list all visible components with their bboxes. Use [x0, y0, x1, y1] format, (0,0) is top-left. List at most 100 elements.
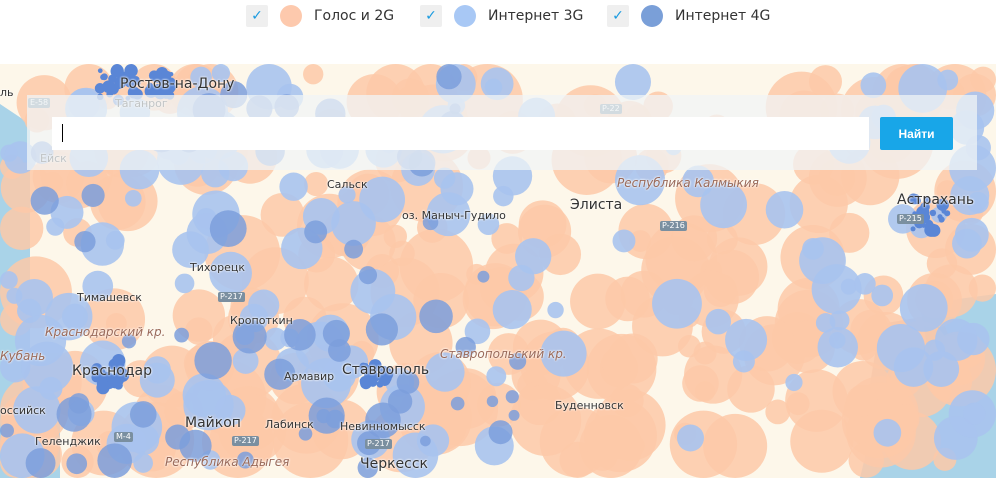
4g-city-coverage	[115, 82, 122, 90]
3g-coverage-blob	[963, 402, 986, 425]
4g-city-coverage	[364, 377, 370, 383]
3g-coverage-blob	[301, 358, 352, 409]
4g-city-coverage	[96, 378, 106, 389]
3g-coverage-blob	[464, 318, 491, 345]
4g-coverage-blob	[344, 239, 364, 259]
3g-coverage-blob	[124, 190, 142, 207]
4g-coverage-blob	[477, 270, 490, 283]
3g-coverage-blob	[477, 213, 500, 236]
3g-coverage-blob	[21, 341, 74, 394]
3g-coverage-blob	[484, 78, 503, 96]
search-input[interactable]	[52, 117, 869, 150]
4g-coverage-blob	[325, 409, 345, 429]
4g-coverage-blob	[357, 457, 379, 478]
4g-city-coverage	[127, 76, 135, 84]
4g-coverage-blob	[30, 186, 59, 215]
3g-coverage-blob	[338, 186, 356, 204]
3g-coverage-blob	[817, 326, 858, 368]
voice-coverage-blob	[303, 64, 324, 85]
voice-coverage-blob	[765, 399, 791, 425]
voice-coverage-blob	[0, 206, 44, 251]
4g-city-coverage	[97, 68, 103, 74]
checkbox-voice-2g[interactable]: ✓	[246, 5, 268, 27]
map-place-label: Тихорецк	[190, 261, 245, 274]
4g-city-coverage	[160, 86, 170, 96]
3g-coverage-blob	[105, 230, 125, 250]
checkbox-internet-3g[interactable]: ✓	[420, 5, 442, 27]
road-sign: P-217	[365, 439, 392, 449]
3g-coverage-blob	[871, 284, 894, 307]
voice-coverage-blob	[684, 345, 743, 404]
voice-coverage-blob	[809, 65, 842, 99]
4g-coverage-blob	[0, 423, 14, 438]
map-place-label: Республика Адыгея	[165, 455, 290, 469]
voice-coverage-blob	[678, 334, 701, 358]
map-place-label: Краснодар	[72, 363, 152, 379]
3g-coverage-blob	[815, 313, 836, 333]
3g-coverage-blob	[248, 289, 280, 321]
4g-coverage-blob	[365, 402, 401, 439]
voice-coverage-blob	[848, 442, 885, 478]
4g-city-coverage	[378, 378, 384, 384]
4g-city-coverage	[136, 80, 141, 86]
3g-coverage-blob	[209, 251, 252, 295]
4g-coverage-blob	[422, 214, 439, 231]
4g-coverage-blob	[81, 183, 105, 208]
3g-coverage-blob	[0, 271, 18, 289]
3g-coverage-blob	[547, 301, 564, 319]
3g-coverage-blob	[39, 376, 63, 400]
road-sign: P-216	[660, 221, 687, 231]
legend-internet-3g[interactable]: ✓ Интернет 3G	[420, 4, 583, 28]
map-place-label: Невинномысск	[340, 420, 426, 433]
3g-coverage-blob	[682, 165, 714, 198]
map-place-label: Ставропольский кр.	[440, 347, 567, 361]
4g-coverage-blob	[304, 220, 328, 244]
search-button[interactable]: Найти	[880, 117, 953, 150]
4g-coverage-blob	[488, 420, 513, 445]
3g-coverage-blob	[264, 327, 287, 351]
3g-coverage-blob	[61, 303, 88, 330]
road-sign: P-217	[218, 292, 245, 302]
3g-coverage-blob	[677, 424, 704, 452]
4g-coverage-blob	[455, 336, 476, 358]
legend-internet-4g[interactable]: ✓ Интернет 4G	[607, 4, 770, 28]
4g-coverage-blob	[194, 341, 232, 380]
map-place-label: Майкоп	[185, 415, 241, 431]
map-place-label: ль	[0, 86, 14, 99]
map-place-label: оссийск	[0, 404, 46, 417]
3g-coverage-blob	[785, 373, 803, 392]
4g-city-coverage	[368, 377, 378, 387]
4g-coverage-blob	[486, 395, 499, 408]
checkbox-internet-4g[interactable]: ✓	[607, 5, 629, 27]
coverage-legend: ✓ Голос и 2G ✓ Интернет 3G ✓ Интернет 4G	[0, 0, 996, 64]
voice-coverage-blob	[605, 276, 650, 322]
voice-coverage-blob	[829, 212, 870, 253]
4g-city-coverage	[910, 226, 916, 232]
4g-coverage-blob	[284, 319, 316, 351]
4g-coverage-blob	[436, 64, 462, 90]
4g-coverage-blob	[25, 448, 56, 478]
voice-2g-color-dot	[280, 5, 302, 27]
3g-coverage-blob	[876, 323, 926, 373]
3g-coverage-blob	[425, 352, 465, 392]
map-place-label: Кропоткин	[230, 314, 293, 327]
4g-city-coverage	[110, 64, 124, 78]
4g-city-coverage	[102, 80, 116, 94]
4g-city-coverage	[368, 371, 376, 379]
3g-coverage-blob	[612, 229, 636, 253]
4g-city-coverage	[146, 82, 154, 90]
map-place-label: Сальск	[327, 178, 368, 191]
map-place-label: Кубань	[0, 349, 46, 363]
legend-label: Голос и 2G	[314, 8, 395, 24]
4g-coverage-blob	[56, 396, 92, 432]
3g-coverage-blob	[440, 172, 474, 206]
3g-coverage-blob	[540, 330, 587, 377]
4g-city-coverage	[920, 202, 930, 212]
map-place-label: Черкесск	[360, 456, 429, 472]
4g-coverage-blob	[121, 334, 137, 349]
3g-coverage-blob	[182, 373, 227, 417]
legend-voice-2g[interactable]: ✓ Голос и 2G	[246, 4, 394, 28]
map-place-label: Ставрополь	[342, 362, 430, 378]
4g-city-coverage	[937, 214, 943, 220]
3g-coverage-blob	[133, 453, 153, 473]
